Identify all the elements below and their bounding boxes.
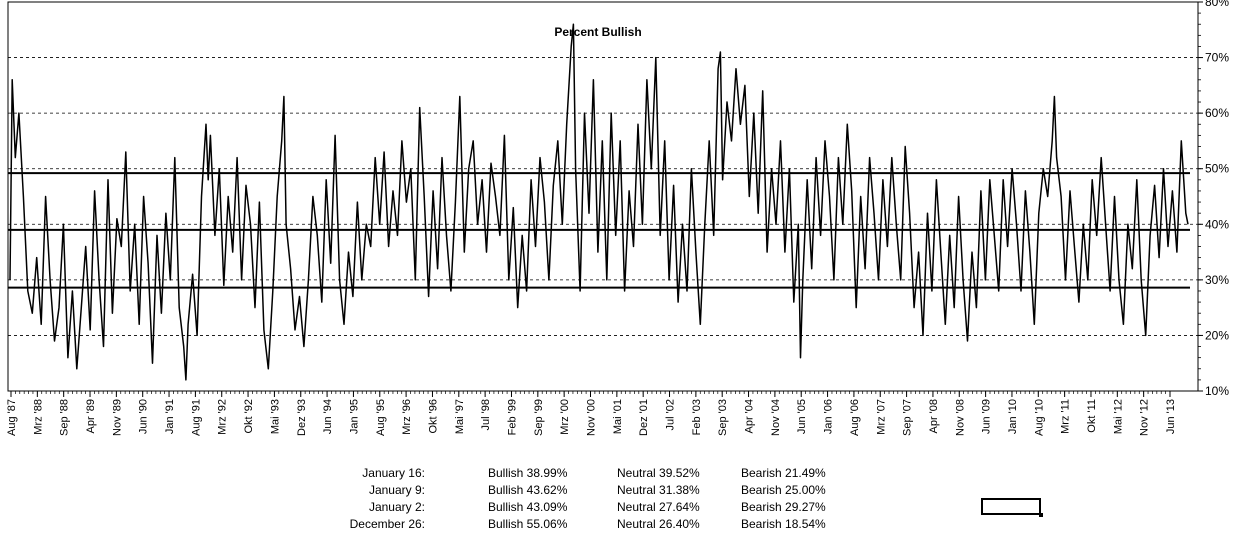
y-axis: 10% 20% 30% 40% 50% 60% 70% 80%: [1198, 0, 1229, 398]
x-tick-label: Jul '02: [665, 399, 677, 430]
row-date: January 2:: [368, 500, 425, 514]
x-tick-label: Mrz '88: [32, 399, 44, 435]
row-neutral: Neutral 31.38%: [617, 483, 700, 497]
plot-frame: [7, 1, 1199, 392]
x-tick-label: Nov '00: [586, 399, 598, 436]
chart-title: Percent Bullish: [554, 25, 641, 39]
row-neutral: Neutral 39.52%: [617, 466, 700, 480]
x-tick-label: Jun '09: [981, 399, 993, 434]
x-axis: Aug '87 Mrz '88 Sep '88 Apr '89 Nov '89 Jun '…: [6, 391, 1177, 436]
row-bearish: Bearish 25.00%: [741, 483, 826, 497]
gridlines: [8, 57, 1198, 336]
x-tick-label: Aug '87: [6, 399, 18, 436]
x-tick-label: Jun '90: [138, 399, 150, 434]
x-tick-label: Aug '06: [849, 399, 861, 436]
y-tick-label: 50%: [1205, 162, 1229, 176]
x-tick-label: Nov '04: [770, 399, 782, 436]
y-tick-label: 40%: [1205, 217, 1229, 231]
x-tick-label: Okt '11: [1086, 399, 1098, 433]
row-bearish: Bearish 21.49%: [741, 466, 826, 480]
x-tick-label: Mai '01: [612, 399, 624, 434]
x-tick-label: Dez '93: [296, 399, 308, 436]
x-tick-label: Mai '12: [1112, 399, 1124, 434]
x-tick-label: Feb '99: [506, 399, 518, 435]
y-tick-label: 80%: [1205, 0, 1229, 9]
x-tick-label: Jan '95: [348, 399, 360, 434]
x-tick-label: Dez '01: [638, 399, 650, 436]
x-tick-label: Aug '91: [190, 399, 202, 436]
series-line-percent-bullish: [9, 23, 1189, 381]
x-tick-label: Aug '95: [375, 399, 387, 436]
x-tick-label: Okt '92: [243, 399, 255, 434]
y-tick-label: 70%: [1205, 51, 1229, 65]
x-tick-label: Mai '97: [454, 399, 466, 434]
y-tick-label: 30%: [1205, 273, 1229, 287]
x-tick-label: Sep '88: [59, 399, 71, 436]
y-tick-label: 10%: [1205, 384, 1229, 398]
x-tick-label: Jan '06: [823, 399, 835, 434]
x-tick-label: Jul '98: [480, 399, 492, 430]
row-bullish: Bullish 38.99%: [488, 466, 568, 480]
row-bullish: Bullish 43.62%: [488, 483, 568, 497]
selection-box[interactable]: [981, 498, 1043, 517]
x-tick-label: Apr '08: [928, 399, 940, 434]
row-date: January 9:: [368, 483, 425, 497]
row-bearish: Bearish 18.54%: [741, 517, 826, 531]
x-tick-label: Jun '13: [1165, 399, 1177, 434]
row-bullish: Bullish 55.06%: [488, 517, 568, 531]
x-tick-label: Mrz '96: [401, 399, 413, 435]
x-tick-label: Apr '04: [744, 399, 756, 434]
x-tick-label: Sep '03: [717, 399, 729, 436]
x-tick-label: Aug '10: [1033, 399, 1045, 436]
row-date: January 16:: [362, 466, 425, 480]
x-tick-label: Mrz '11: [1060, 399, 1072, 434]
x-tick-label: Mrz '92: [217, 399, 229, 435]
x-tick-label: Jan '91: [164, 399, 176, 434]
x-tick-label: Sep '07: [902, 399, 914, 436]
row-neutral: Neutral 26.40%: [617, 517, 700, 531]
row-bearish: Bearish 29.27%: [741, 500, 826, 514]
row-neutral: Neutral 27.64%: [617, 500, 700, 514]
percent-bullish-chart: Percent Bullish 10% 20% 30% 40% 50% 60% 70% 80%…: [6, 0, 1229, 436]
x-tick-label: Nov '08: [954, 399, 966, 436]
y-tick-label: 60%: [1205, 106, 1229, 120]
x-tick-label: Okt '96: [427, 399, 439, 434]
x-tick-label: Jun '05: [796, 399, 808, 434]
x-tick-label: Mai '93: [269, 399, 281, 434]
x-tick-label: Feb '03: [691, 399, 703, 435]
y-tick-label: 20%: [1205, 328, 1229, 342]
x-tick-label: Jun '94: [322, 399, 334, 434]
x-tick-label: Mrz '07: [875, 399, 887, 435]
row-date: December 26:: [349, 517, 425, 531]
x-tick-label: Jan '10: [1007, 399, 1019, 434]
x-tick-label: Mrz '00: [559, 399, 571, 435]
x-tick-label: Apr '89: [85, 399, 97, 434]
x-tick-label: Nov '12: [1139, 399, 1151, 436]
x-tick-label: Nov '89: [111, 399, 123, 436]
resize-handle[interactable]: [1039, 513, 1043, 517]
row-bullish: Bullish 43.09%: [488, 500, 568, 514]
x-tick-label: Sep '99: [533, 399, 545, 436]
